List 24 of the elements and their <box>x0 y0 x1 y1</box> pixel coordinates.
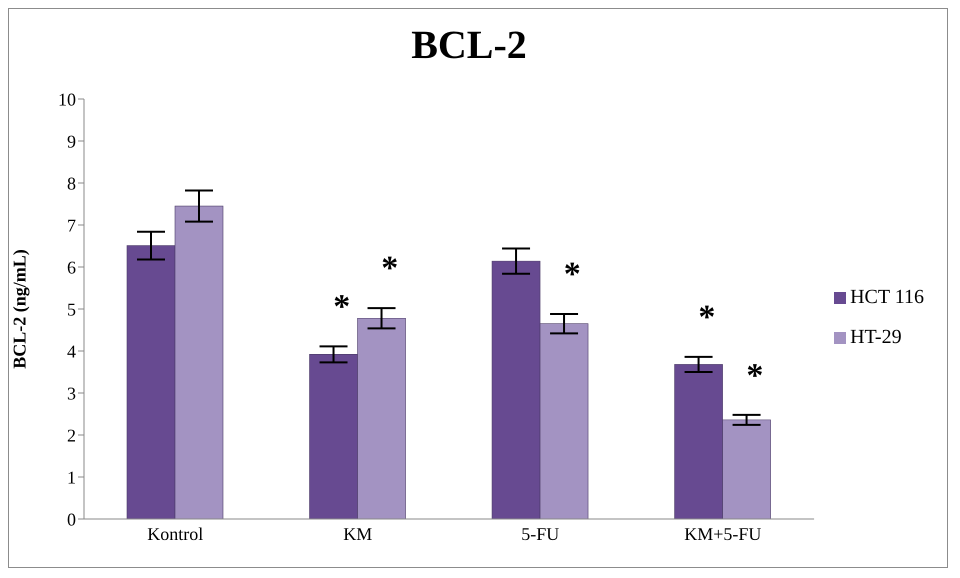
x-tick-label: KM <box>343 524 372 544</box>
legend-label: HT-29 <box>850 326 902 348</box>
y-tick-label: 6 <box>67 257 76 278</box>
y-tick-label: 3 <box>67 383 76 404</box>
y-tick-label: 5 <box>67 299 76 320</box>
y-tick-label: 8 <box>67 173 76 194</box>
y-tick-label: 10 <box>58 89 76 110</box>
y-tick-label: 4 <box>67 341 76 362</box>
x-tick-label: Kontrol <box>147 524 204 544</box>
annotation: * <box>698 299 716 336</box>
annotation: * <box>564 256 581 293</box>
chart-title: BCL-2 <box>410 21 528 68</box>
legend-label: HCT 116 <box>850 286 924 308</box>
y-axis-title: BCL-2 (ng/mL) <box>9 249 30 369</box>
y-tick-label: 9 <box>67 131 76 152</box>
y-tick-label: 1 <box>67 467 76 488</box>
annotation: * <box>746 358 764 394</box>
annotation: * <box>381 250 398 287</box>
annotation: * <box>333 288 350 326</box>
y-tick-label: 2 <box>67 425 76 446</box>
y-tick-label: 7 <box>67 215 76 236</box>
x-tick-label: KM+5-FU <box>684 524 762 544</box>
x-tick-label: 5-FU <box>521 524 560 544</box>
y-tick-label: 0 <box>67 509 76 530</box>
